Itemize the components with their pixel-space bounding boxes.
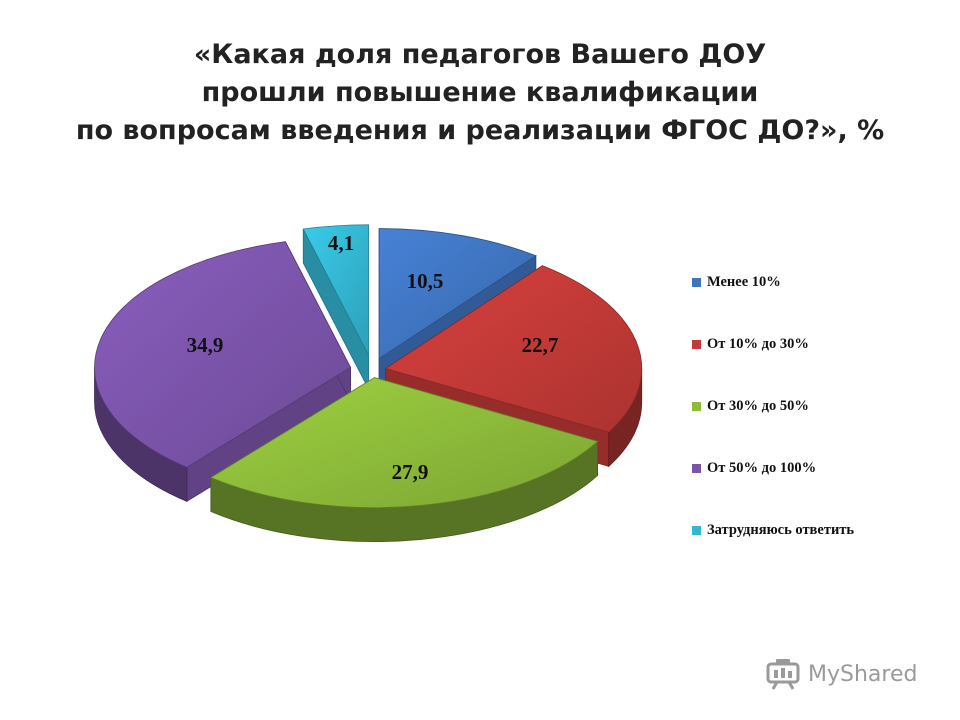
pie-slice-0-top <box>378 228 537 360</box>
slice-value-label-1: 22,7 <box>522 333 559 357</box>
watermark: MyShared <box>766 656 917 692</box>
pie-slice-1-top <box>384 265 643 433</box>
legend-label-3: От 50% до 100% <box>707 459 817 476</box>
legend-swatch-3 <box>692 463 701 473</box>
legend-item-2: От 30% до 50% <box>692 396 952 416</box>
pie-slice-4-top <box>302 224 369 355</box>
pie-slice-2-top <box>209 377 599 508</box>
pie-slice-4 <box>302 224 369 389</box>
pie-slice-2 <box>209 376 599 542</box>
slice-value-label-3: 34,9 <box>187 333 224 357</box>
legend-swatch-0 <box>692 277 701 287</box>
chart-title-line-1: «Какая доля педагогов Вашего ДОУ <box>193 39 767 70</box>
legend-label-4: Затрудняюсь ответить <box>707 521 855 538</box>
legend-item-1: От 10% до 30% <box>692 334 952 354</box>
slice-value-label-2: 27,9 <box>392 460 429 484</box>
legend-swatch-4 <box>692 525 701 535</box>
legend: Менее 10% От 10% до 30% От 30% до 50% От… <box>692 272 952 582</box>
pie-slice-3-top <box>94 241 352 468</box>
legend-swatch-1 <box>692 339 701 349</box>
chart-title-line-2: прошли повышение квалификации <box>201 77 759 108</box>
legend-label-0: Менее 10% <box>707 273 781 290</box>
watermark-text: MyShared <box>808 661 918 687</box>
presentation-board-icon <box>766 659 800 690</box>
legend-item-0: Менее 10% <box>692 272 952 292</box>
chart-title: «Какая доля педагогов Вашего ДОУ прошли … <box>40 36 920 150</box>
legend-label-1: От 10% до 30% <box>707 335 809 352</box>
chart-title-line-3: по вопросам введения и реализации ФГОС Д… <box>75 115 885 146</box>
slice-value-label-4: 4,1 <box>328 231 354 255</box>
slice-value-label-0: 10,5 <box>407 269 444 293</box>
legend-swatch-2 <box>692 401 701 411</box>
legend-item-3: От 50% до 100% <box>692 458 952 478</box>
legend-item-4: Затрудняюсь ответить <box>692 520 952 540</box>
legend-label-2: От 30% до 50% <box>707 397 809 414</box>
